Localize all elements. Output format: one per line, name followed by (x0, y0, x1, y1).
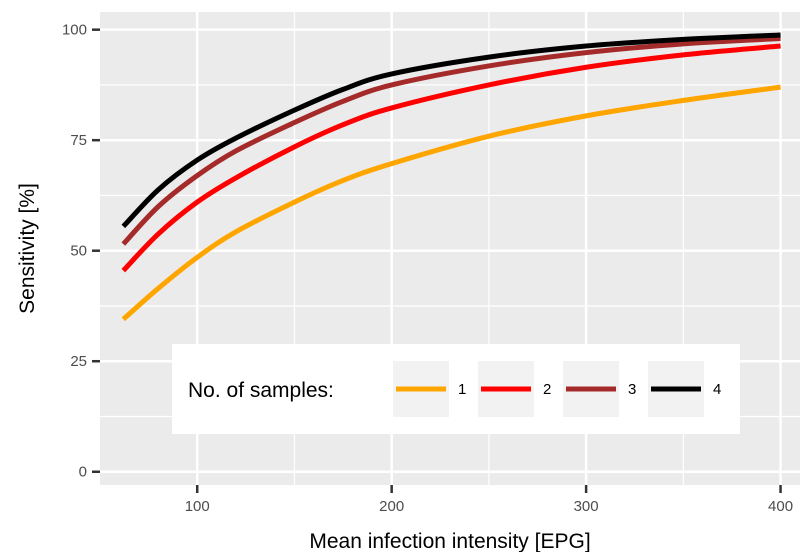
x-tick-label: 400 (768, 498, 793, 515)
y-tick-label: 50 (70, 243, 87, 260)
series-line-4 (121, 32, 781, 229)
legend-label-2: 2 (543, 381, 551, 398)
legend: No. of samples: 1 2 3 4 (172, 344, 740, 434)
series-line-2 (121, 43, 781, 273)
x-axis-title: Mean infection intensity [EPG] (309, 530, 590, 552)
x-tick-label: 300 (574, 498, 599, 515)
x-axis: 100 200 300 400 (185, 485, 793, 515)
legend-items: 1 2 3 4 (393, 361, 721, 417)
y-tick-label: 75 (70, 132, 87, 149)
series-line-3 (121, 36, 781, 246)
series-line-1 (121, 84, 781, 322)
y-tick-label: 0 (79, 464, 87, 481)
legend-label-4: 4 (713, 381, 721, 398)
legend-title: No. of samples: (188, 379, 334, 402)
legend-label-3: 3 (628, 381, 636, 398)
x-tick-label: 100 (185, 498, 210, 515)
y-tick-label: 100 (62, 22, 87, 39)
y-axis-title: Sensitivity [%] (16, 183, 39, 314)
series-lines (121, 32, 781, 322)
legend-label-1: 1 (458, 381, 466, 398)
y-axis: 0 25 50 75 100 (62, 22, 100, 481)
y-tick-label: 25 (70, 353, 87, 370)
x-tick-label: 200 (379, 498, 404, 515)
legend-box (172, 344, 740, 434)
